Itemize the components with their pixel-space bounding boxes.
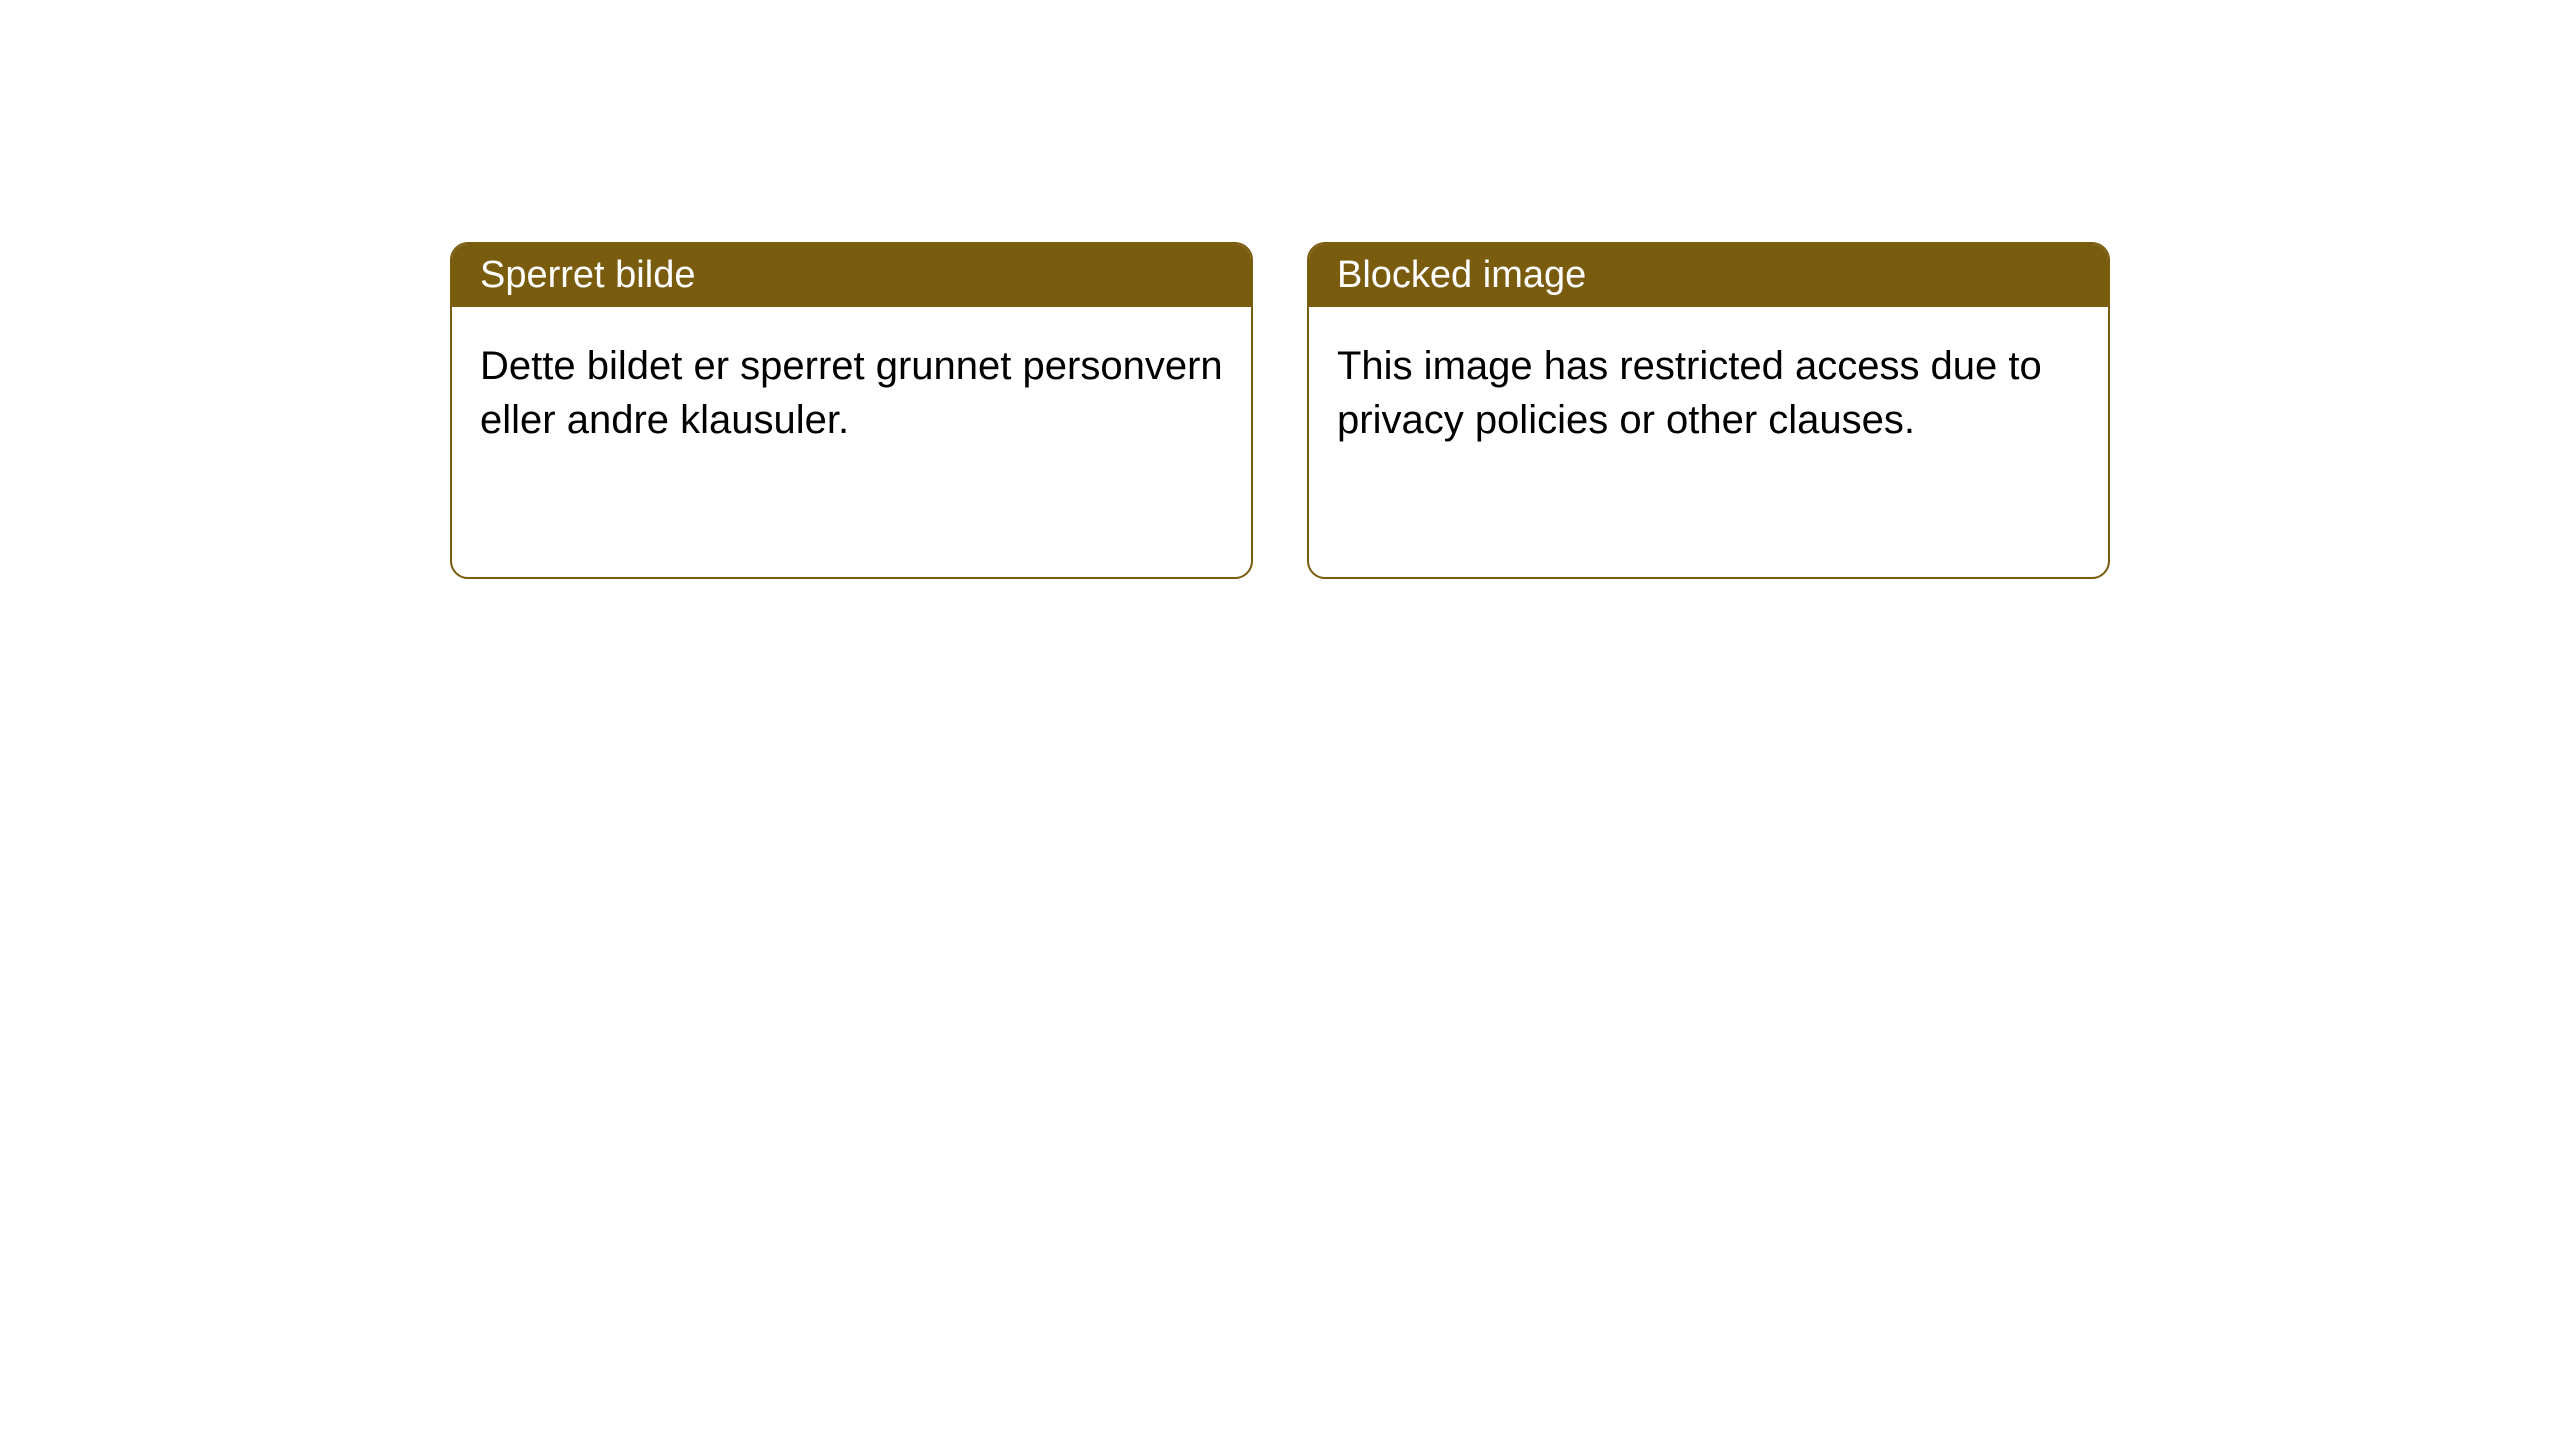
card-body: Dette bildet er sperret grunnet personve… bbox=[452, 307, 1251, 577]
card-body-text: Dette bildet er sperret grunnet personve… bbox=[480, 344, 1223, 442]
card-header: Blocked image bbox=[1309, 244, 2108, 307]
card-title: Sperret bilde bbox=[480, 254, 695, 296]
card-title: Blocked image bbox=[1337, 254, 1586, 296]
notice-card-english: Blocked image This image has restricted … bbox=[1307, 242, 2110, 579]
card-header: Sperret bilde bbox=[452, 244, 1251, 307]
card-body-text: This image has restricted access due to … bbox=[1337, 344, 2042, 442]
notice-card-norwegian: Sperret bilde Dette bildet er sperret gr… bbox=[450, 242, 1253, 579]
card-body: This image has restricted access due to … bbox=[1309, 307, 2108, 577]
notice-container: Sperret bilde Dette bildet er sperret gr… bbox=[0, 0, 2560, 579]
